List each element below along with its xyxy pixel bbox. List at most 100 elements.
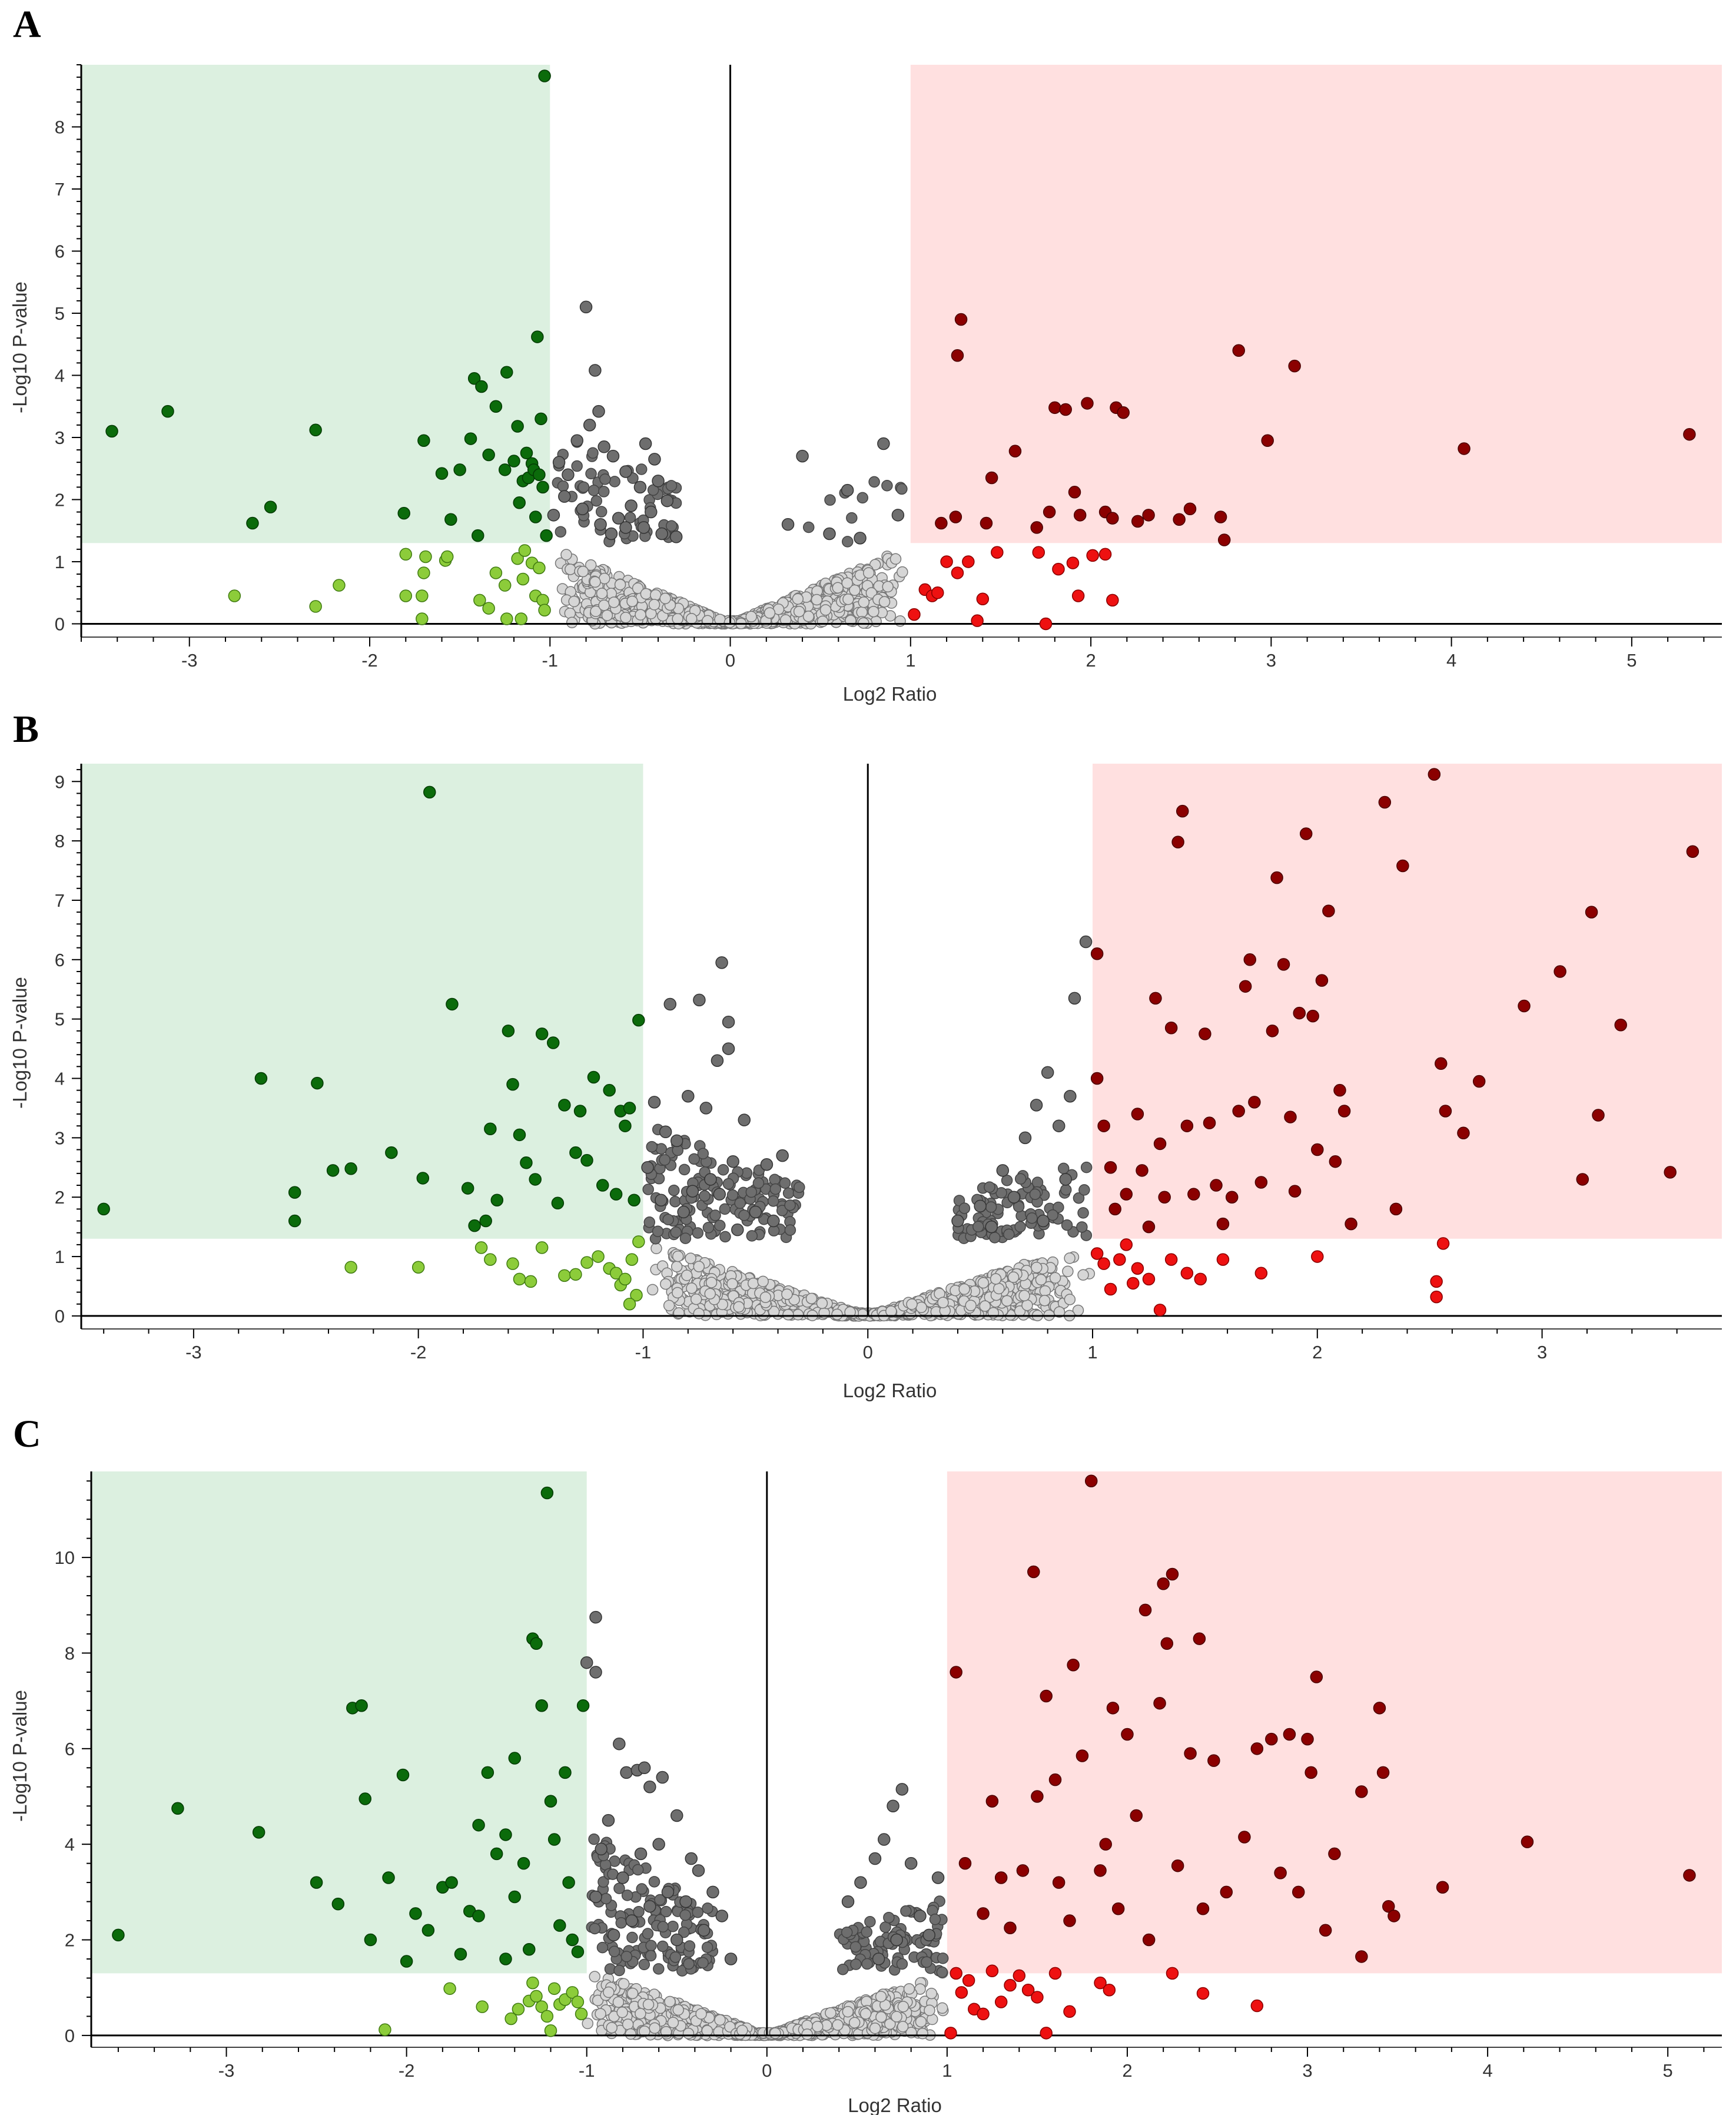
unchanged-point bbox=[648, 1876, 660, 1888]
down-sig-point bbox=[468, 1219, 481, 1232]
up-sig-point bbox=[1073, 509, 1087, 522]
down-sig-point bbox=[482, 448, 495, 462]
unchanged-point bbox=[752, 1177, 765, 1189]
unchanged-high-point bbox=[656, 1771, 669, 1784]
unchanged-point bbox=[896, 483, 908, 495]
up-sig-point bbox=[1094, 1864, 1107, 1877]
up-sig-point bbox=[1048, 1773, 1062, 1786]
up-sig-point bbox=[1048, 401, 1061, 415]
up-sig-point bbox=[1121, 1728, 1134, 1741]
y-tick-label: 6 bbox=[65, 1739, 75, 1759]
unchanged-high-point bbox=[767, 1214, 780, 1228]
unchanged-point bbox=[656, 1940, 669, 1952]
up-sig-point bbox=[1067, 1659, 1080, 1672]
unchanged-point bbox=[686, 613, 698, 625]
unchanged-high-point bbox=[951, 1214, 964, 1228]
unchanged-high-point bbox=[625, 499, 638, 512]
up-sig-point bbox=[1585, 906, 1598, 919]
unchanged-point bbox=[779, 614, 792, 626]
unchanged-point bbox=[683, 1958, 695, 1970]
unchanged-high-point bbox=[731, 1223, 744, 1236]
up-sig-point bbox=[1576, 1173, 1589, 1186]
x-tick-label: 1 bbox=[1087, 1342, 1097, 1363]
unchanged-point bbox=[745, 1186, 758, 1198]
unchanged-high-point bbox=[677, 1205, 690, 1219]
down-nonsig-point bbox=[228, 589, 241, 602]
x-tick-label: -3 bbox=[185, 1342, 202, 1363]
unchanged-high-point bbox=[634, 1847, 648, 1861]
unchanged-point bbox=[900, 1905, 912, 1917]
unchanged-high-point bbox=[914, 1910, 927, 1922]
up-sig-point bbox=[980, 516, 993, 530]
down-sig-point bbox=[609, 1188, 623, 1201]
up-sig-point bbox=[1293, 1006, 1306, 1020]
unchanged-point bbox=[1076, 1221, 1088, 1233]
y-tick-label: 8 bbox=[65, 1643, 75, 1663]
up-regulated-zone-b bbox=[1093, 764, 1722, 1239]
down-nonsig-point bbox=[632, 1235, 645, 1248]
y-tick-label: 7 bbox=[55, 179, 65, 200]
unchanged-point bbox=[699, 1190, 711, 1202]
unchanged-point bbox=[936, 1966, 948, 1978]
unchanged-high-point bbox=[619, 521, 632, 534]
down-nonsig-point bbox=[535, 2000, 548, 2013]
down-sig-point bbox=[264, 500, 277, 513]
down-nonsig-point bbox=[580, 1256, 593, 1269]
down-regulated-zone-c bbox=[91, 1471, 587, 1974]
up-sig-point bbox=[1310, 1670, 1323, 1683]
unchanged-point bbox=[662, 1214, 674, 1226]
unchanged-high-point bbox=[841, 483, 854, 497]
unchanged-point bbox=[568, 595, 580, 608]
up-sig-point bbox=[1614, 1018, 1627, 1032]
up-sig-point bbox=[949, 510, 962, 523]
unchanged-point bbox=[929, 1914, 941, 1925]
unchanged-point bbox=[882, 581, 894, 593]
up-nonsig-point bbox=[1048, 1967, 1062, 1980]
up-sig-point bbox=[1355, 1950, 1368, 1963]
unchanged-point bbox=[805, 1292, 818, 1305]
x-tick-label: -1 bbox=[635, 1342, 652, 1363]
up-nonsig-point bbox=[1430, 1275, 1443, 1288]
down-nonsig-point bbox=[500, 612, 513, 625]
down-sig-point bbox=[513, 496, 526, 509]
up-sig-point bbox=[1203, 1116, 1216, 1129]
unchanged-high-point bbox=[660, 494, 674, 508]
unchanged-point bbox=[688, 1153, 700, 1165]
unchanged-point bbox=[667, 2017, 679, 2028]
unchanged-point bbox=[632, 1864, 644, 1876]
up-sig-point bbox=[1250, 1742, 1264, 1755]
up-nonsig-point bbox=[1004, 1978, 1017, 1992]
unchanged-point bbox=[669, 1951, 682, 1963]
up-sig-point bbox=[1158, 1191, 1171, 1204]
up-nonsig-point bbox=[1090, 1247, 1104, 1260]
down-sig-point bbox=[571, 1945, 585, 1958]
x-tick-label: 0 bbox=[762, 2060, 772, 2081]
down-sig-point bbox=[416, 1172, 430, 1185]
unchanged-point bbox=[1026, 1212, 1038, 1224]
unchanged-point bbox=[897, 2001, 910, 2013]
down-sig-point bbox=[445, 1876, 458, 1889]
up-sig-point bbox=[1131, 515, 1144, 528]
unchanged-high-point bbox=[776, 1149, 789, 1162]
x-tick-label: 3 bbox=[1537, 1342, 1547, 1363]
down-nonsig-point bbox=[498, 579, 512, 592]
y-tick-label: 1 bbox=[55, 552, 65, 572]
up-sig-point bbox=[1283, 1728, 1296, 1741]
up-sig-point bbox=[1153, 1696, 1166, 1710]
series-up-nonsig-a bbox=[908, 546, 1119, 631]
up-nonsig-point bbox=[1039, 617, 1053, 631]
unchanged-point bbox=[844, 1306, 856, 1318]
unchanged-point bbox=[793, 605, 805, 618]
unchanged-point bbox=[655, 1143, 668, 1155]
x-tick-label: -3 bbox=[181, 650, 198, 671]
up-sig-point bbox=[1389, 1202, 1403, 1216]
unchanged-point bbox=[639, 2026, 650, 2037]
unchanged-point bbox=[620, 611, 632, 624]
unchanged-point bbox=[624, 512, 636, 523]
down-sig-point bbox=[359, 1792, 371, 1805]
unchanged-point bbox=[915, 1301, 927, 1314]
unchanged-point bbox=[1038, 1295, 1051, 1307]
down-sig-point bbox=[533, 468, 546, 482]
series-down-sig-b bbox=[97, 785, 645, 1232]
up-nonsig-point bbox=[1013, 1969, 1026, 1983]
